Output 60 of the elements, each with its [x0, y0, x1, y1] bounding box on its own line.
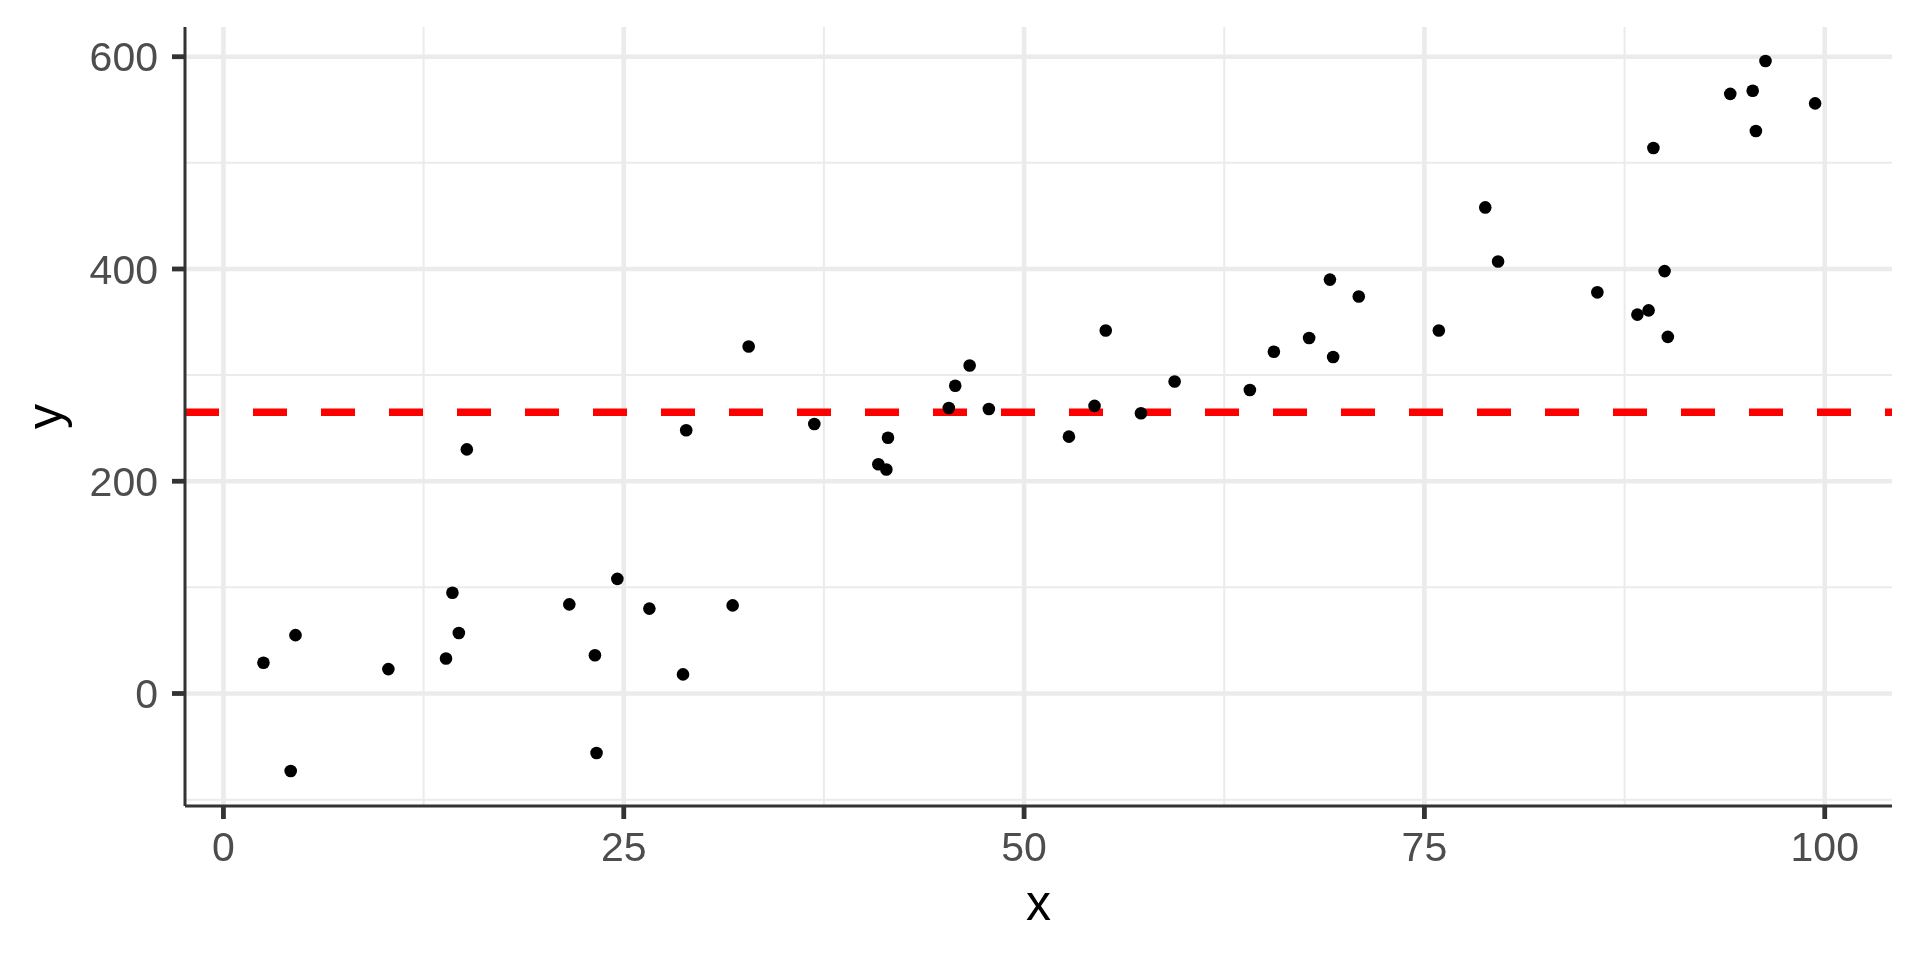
point	[1631, 308, 1644, 321]
point	[1478, 201, 1492, 214]
point	[982, 402, 996, 416]
point	[588, 648, 602, 662]
point	[1088, 399, 1101, 413]
point	[1658, 264, 1671, 278]
point	[942, 401, 956, 415]
point	[284, 764, 297, 778]
point	[590, 746, 603, 760]
point	[1062, 430, 1076, 443]
point	[289, 628, 302, 642]
point	[1808, 97, 1822, 110]
point	[1099, 324, 1113, 337]
point	[726, 599, 739, 612]
point	[742, 340, 755, 353]
point	[1134, 407, 1148, 420]
point	[1432, 324, 1446, 337]
x-tick-label: 50	[1001, 824, 1047, 871]
point	[880, 463, 893, 476]
point	[679, 424, 693, 437]
y-tick-label: 600	[89, 34, 158, 81]
point	[382, 662, 395, 676]
point	[1759, 54, 1772, 68]
point	[1302, 331, 1316, 345]
y-axis-title: y	[17, 404, 73, 429]
point	[676, 668, 690, 681]
point	[1267, 345, 1281, 359]
point	[1326, 350, 1340, 364]
point	[808, 417, 821, 431]
point	[460, 443, 474, 456]
point	[1642, 304, 1655, 317]
point	[948, 379, 962, 393]
point	[611, 572, 624, 586]
x-axis-title: x	[1026, 875, 1051, 931]
x-tick-label: 0	[212, 824, 235, 871]
point	[1723, 87, 1737, 101]
y-tick-label: 400	[89, 246, 158, 293]
y-tick-label: 200	[89, 458, 158, 505]
point	[452, 626, 466, 640]
point	[643, 602, 656, 615]
point	[1591, 286, 1604, 299]
point	[439, 652, 453, 665]
point	[963, 359, 976, 372]
point	[446, 586, 459, 599]
point	[1168, 375, 1181, 388]
x-tick-label: 25	[600, 824, 647, 871]
point	[1647, 141, 1660, 155]
point	[1661, 330, 1675, 344]
point	[563, 598, 576, 611]
point	[1749, 124, 1763, 138]
x-tick-label: 100	[1790, 824, 1859, 871]
point	[1491, 255, 1505, 268]
point	[1746, 84, 1759, 97]
point	[1323, 273, 1337, 286]
y-tick-label: 0	[135, 671, 158, 718]
point	[1352, 290, 1366, 303]
point	[881, 431, 895, 445]
x-tick-label: 75	[1401, 824, 1448, 871]
point	[1243, 383, 1257, 397]
point	[257, 656, 270, 670]
